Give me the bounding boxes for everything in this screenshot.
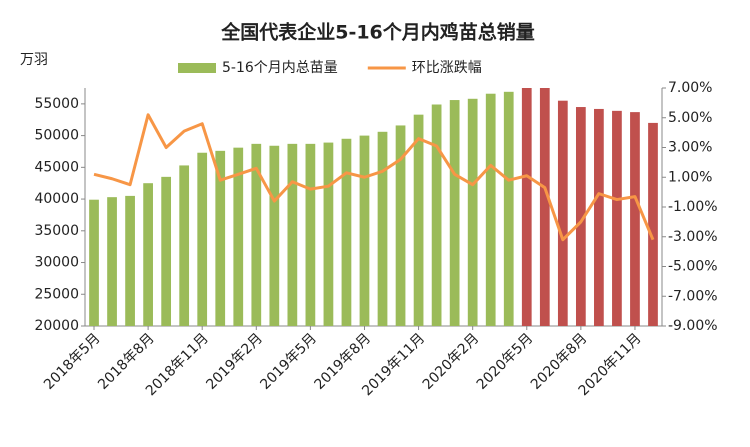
chart-title: 全国代表企业5-16个月内鸡苗总销量: [220, 21, 535, 44]
line: [93, 113, 655, 242]
bar: [413, 114, 424, 326]
y-tick-label: 40000: [34, 191, 79, 207]
bar: [612, 110, 622, 327]
bar: [557, 100, 568, 327]
x-tick-label: 2019年2月: [203, 330, 266, 393]
legend-swatch: [178, 63, 216, 73]
x-tick-label: 2018年5月: [41, 330, 104, 393]
bar: [377, 131, 388, 326]
bar: [485, 93, 496, 326]
bar: [125, 195, 135, 326]
bar: [233, 147, 244, 326]
y-axis-unit: 万羽: [20, 52, 48, 68]
bar: [287, 143, 298, 326]
bar: [341, 138, 352, 326]
y-tick-label: 30000: [34, 255, 79, 271]
bar: [89, 199, 99, 326]
y2-tick-label: 5.00%: [668, 110, 712, 126]
bar: [539, 88, 550, 326]
y-tick-label: 45000: [34, 159, 79, 175]
bar: [323, 142, 334, 326]
y-tick-label: 50000: [34, 128, 79, 144]
legend-label: 环比涨跌幅: [412, 60, 482, 76]
bar: [107, 197, 117, 326]
y2-tick-label: 1.00%: [668, 169, 712, 185]
bar: [449, 100, 460, 326]
x-tick-label: 2020年2月: [420, 330, 483, 393]
bar: [161, 176, 172, 326]
y2-tick-label: -9.00%: [668, 318, 718, 334]
y-tick-label: 55000: [34, 96, 79, 112]
bar: [305, 143, 316, 326]
y-tick-label: 35000: [34, 223, 79, 239]
legend-label: 5-16个月内总苗量: [222, 60, 338, 76]
bar: [431, 104, 442, 326]
y2-tick-label: 7.00%: [668, 80, 712, 96]
bar: [395, 125, 406, 326]
bar: [215, 150, 226, 326]
bar: [251, 143, 262, 326]
y2-tick-label: -1.00%: [668, 199, 718, 215]
bar: [575, 107, 586, 326]
y-tick-label: 25000: [34, 286, 79, 302]
x-tick-label: 2020年5月: [474, 330, 537, 393]
bar: [594, 108, 604, 326]
bar: [467, 98, 478, 326]
x-tick-label: 2019年5月: [257, 330, 320, 393]
bar: [630, 112, 640, 326]
y2-tick-label: -5.00%: [668, 259, 718, 275]
y2-tick-label: 3.00%: [668, 140, 712, 156]
bar: [143, 183, 153, 326]
y2-tick-label: -3.00%: [668, 229, 718, 245]
bar: [503, 91, 514, 326]
bar: [359, 135, 370, 326]
y-tick-label: 20000: [34, 318, 79, 334]
bar: [648, 122, 658, 326]
bar: [197, 152, 208, 326]
bar: [521, 88, 532, 326]
y2-tick-label: -7.00%: [668, 288, 718, 304]
bar: [269, 145, 280, 326]
bar: [179, 165, 190, 326]
